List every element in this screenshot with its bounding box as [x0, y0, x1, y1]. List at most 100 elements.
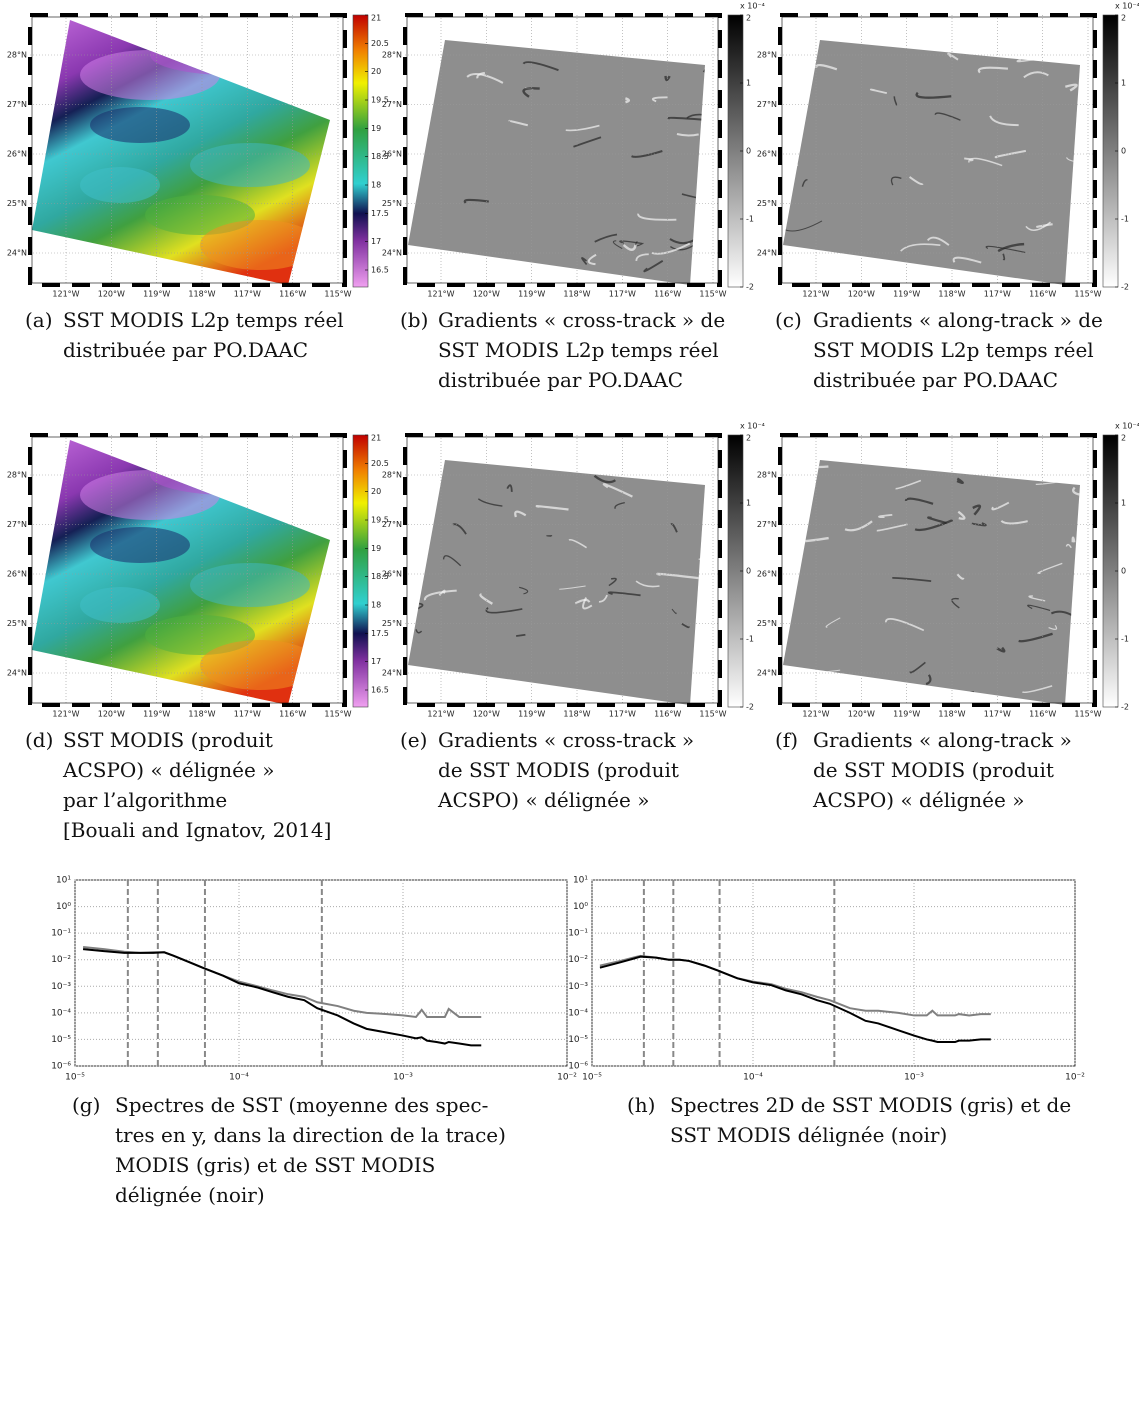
- colorbar-tick-label: 18.5: [371, 572, 389, 581]
- front: [922, 40, 937, 48]
- lon-tick-label: 118°W: [938, 290, 965, 299]
- sst-eddy: [80, 470, 220, 520]
- lat-tick-label: 25°N: [757, 619, 777, 628]
- lat-tick-label: 27°N: [7, 100, 27, 109]
- lat-tick-label: 26°N: [7, 570, 27, 579]
- lon-tick-label: 115°W: [324, 290, 351, 299]
- lat-tick-label: 28°N: [757, 51, 777, 60]
- lon-tick-label: 120°W: [473, 710, 500, 719]
- colorbar-tick-label: 19: [371, 124, 381, 133]
- front: [643, 259, 664, 273]
- front: [415, 629, 423, 634]
- spectrum-line: [599, 955, 991, 1043]
- lon-tick-label: 121°W: [52, 290, 79, 299]
- lon-tick-label: 120°W: [848, 710, 875, 719]
- colorbar-tick-label: -2: [1121, 703, 1129, 712]
- front: [434, 453, 442, 459]
- lon-tick-label: 116°W: [654, 290, 681, 299]
- map-frame: [28, 13, 347, 287]
- map-frame: [403, 433, 722, 707]
- colorbar-tick-label: 1: [1121, 499, 1126, 508]
- front: [671, 608, 677, 615]
- colorbar-tick-label: 20.5: [371, 459, 389, 468]
- lat-tick-label: 27°N: [382, 100, 402, 109]
- front: [631, 149, 663, 158]
- caption-line: SST MODIS L2p temps réel: [438, 338, 719, 362]
- map-frame-inner: [781, 436, 1094, 704]
- front: [977, 66, 1009, 74]
- front: [676, 133, 699, 137]
- caption-line: SST MODIS (produit: [63, 728, 273, 752]
- lat-tick-label: 24°N: [382, 249, 402, 258]
- caption-line: tres en y, dans la direction de la trace…: [115, 1123, 506, 1147]
- front: [784, 220, 823, 232]
- front: [510, 40, 538, 43]
- x-tick-label: 10⁻³: [904, 1073, 924, 1083]
- front: [1065, 543, 1072, 549]
- colorbar-tick-label: 2: [746, 14, 751, 23]
- front: [957, 510, 966, 520]
- lat-tick-label: 24°N: [7, 669, 27, 678]
- front: [801, 179, 808, 187]
- front: [511, 687, 518, 699]
- lon-tick-label: 121°W: [427, 710, 454, 719]
- front: [635, 580, 660, 588]
- lon-tick-label: 115°W: [699, 290, 726, 299]
- front: [666, 441, 685, 448]
- front: [915, 91, 952, 99]
- front: [793, 27, 810, 33]
- colorbar-tick-label: -1: [746, 635, 754, 644]
- caption-line: distribuée par PO.DAAC: [438, 368, 683, 392]
- front: [968, 157, 1003, 167]
- lon-tick-label: 121°W: [427, 290, 454, 299]
- front: [546, 535, 553, 537]
- front: [1028, 595, 1046, 602]
- front: [991, 501, 1010, 511]
- sst-eddy: [90, 107, 190, 143]
- front: [568, 539, 588, 549]
- map-panel: 121°W 120°W 119°W 118°W 117°W 116°W 115°W 28°N 2…: [382, 2, 765, 299]
- lon-tick-label: 116°W: [1029, 710, 1056, 719]
- caption-label: (c): [775, 308, 802, 332]
- sst-eddy: [200, 220, 320, 270]
- front: [416, 542, 422, 552]
- caption-line: Spectres de SST (moyenne des spec-: [115, 1093, 488, 1117]
- map-image: [32, 440, 330, 705]
- front: [927, 516, 947, 525]
- map-frame-inner: [406, 16, 719, 284]
- lon-tick-label: 115°W: [1074, 710, 1101, 719]
- lon-tick-label: 116°W: [279, 290, 306, 299]
- front: [602, 483, 633, 498]
- front: [582, 597, 593, 610]
- front: [681, 622, 690, 629]
- front: [869, 88, 888, 94]
- front: [681, 193, 705, 203]
- lon-tick-label: 121°W: [802, 710, 829, 719]
- front: [814, 19, 851, 30]
- gradient-field: [408, 460, 705, 705]
- lon-tick-label: 116°W: [1029, 290, 1056, 299]
- map-image: [408, 40, 705, 285]
- front: [909, 661, 926, 674]
- caption-line: ACSPO) « délignée »: [812, 788, 1024, 812]
- front: [442, 555, 462, 567]
- map-image: [408, 441, 705, 705]
- front: [514, 510, 527, 518]
- front: [1036, 223, 1053, 228]
- colorbar: [352, 14, 369, 288]
- caption-line: par l’algorithme: [63, 788, 227, 812]
- y-tick-label: 10⁻⁴: [568, 1008, 588, 1018]
- colorbar-tick-label: 19.5: [371, 96, 389, 105]
- lon-tick-label: 117°W: [609, 710, 636, 719]
- map-image: [32, 20, 330, 285]
- lon-tick-label: 116°W: [279, 710, 306, 719]
- lon-tick-label: 117°W: [234, 290, 261, 299]
- front: [1021, 40, 1053, 44]
- colorbar-tick-label: 19.5: [371, 516, 389, 525]
- lon-tick-label: 117°W: [234, 710, 261, 719]
- front: [985, 27, 1017, 33]
- front: [1022, 685, 1053, 694]
- lat-tick-label: 24°N: [382, 669, 402, 678]
- colorbar-tick-label: -2: [1121, 283, 1129, 292]
- front: [876, 523, 908, 532]
